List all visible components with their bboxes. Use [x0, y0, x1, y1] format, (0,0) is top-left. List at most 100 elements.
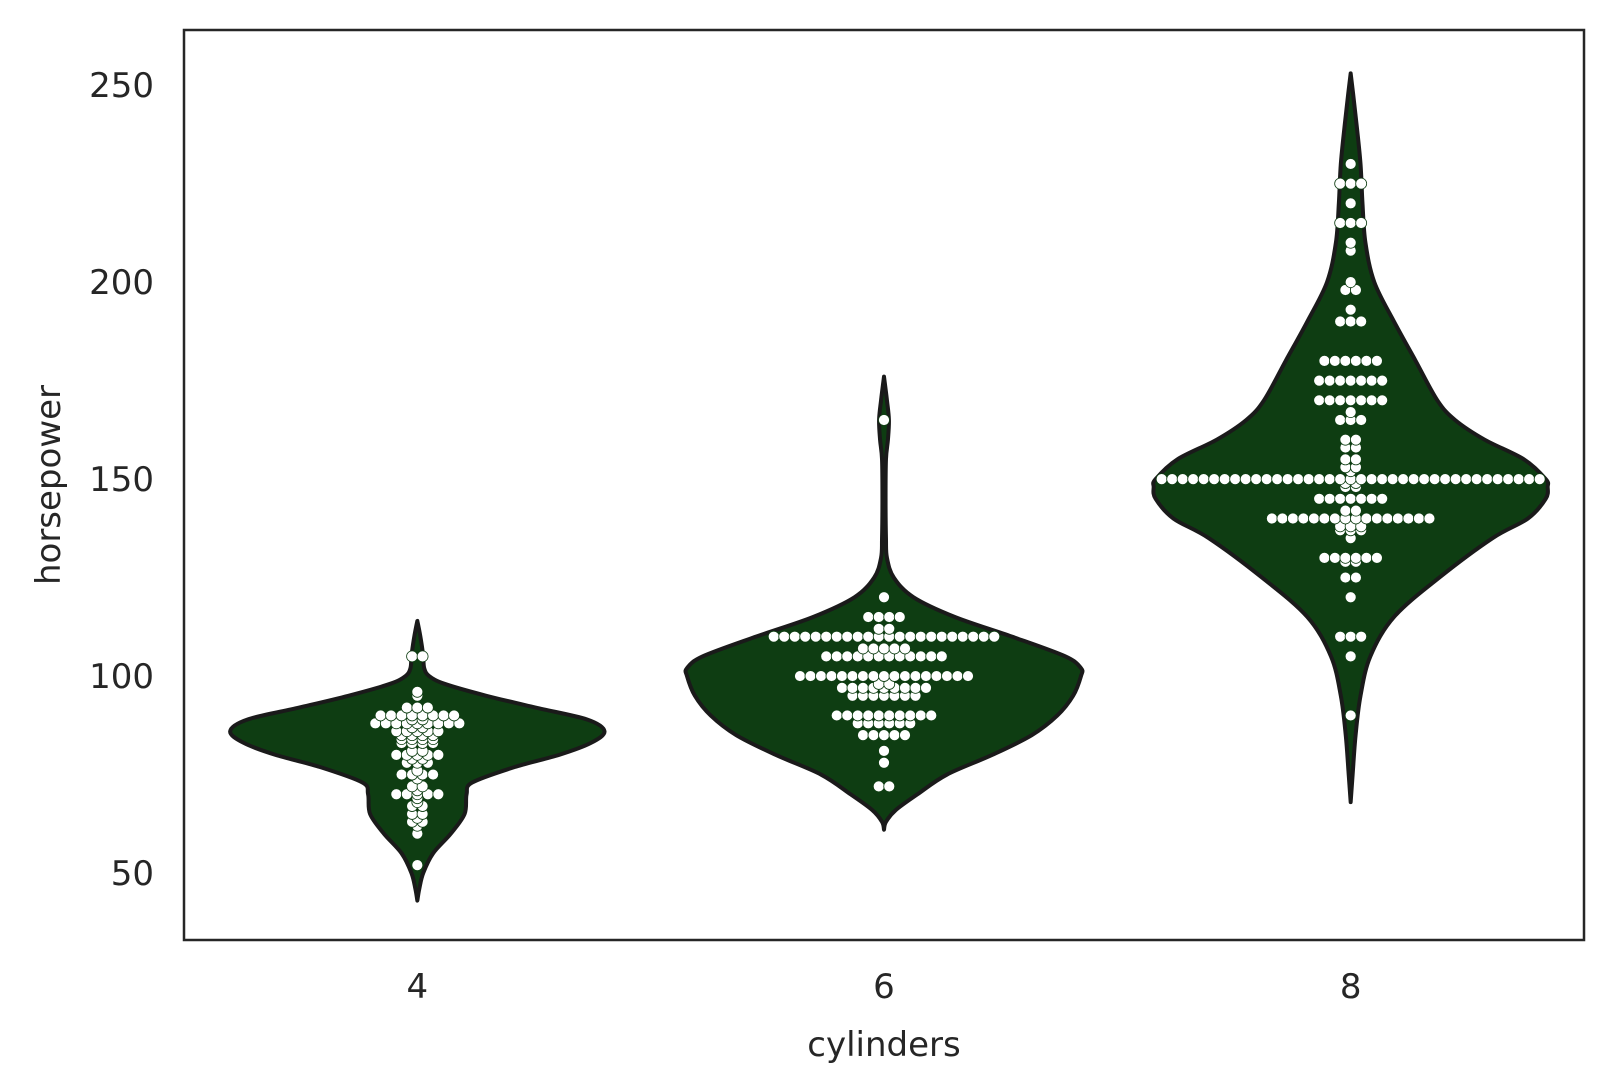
- swarm-point: [1323, 492, 1336, 505]
- swarm-point: [1360, 551, 1373, 564]
- swarm-point: [878, 670, 890, 682]
- swarm-point: [1355, 473, 1368, 485]
- swarm-point: [893, 611, 906, 623]
- swarm-point: [925, 630, 938, 643]
- swarm-point: [841, 650, 854, 663]
- swarm-point: [1334, 177, 1347, 190]
- swarm-point: [1339, 453, 1352, 466]
- swarm-point: [888, 670, 901, 682]
- swarm-point: [1271, 473, 1284, 485]
- swarm-point: [914, 709, 927, 722]
- swarm-point: [893, 709, 906, 722]
- swarm-point: [830, 709, 843, 722]
- swarm-point: [1187, 473, 1200, 485]
- swarm-point: [1344, 406, 1357, 419]
- swarm-point: [872, 611, 885, 623]
- swarm-point: [432, 748, 445, 761]
- swarm-point: [1512, 473, 1525, 485]
- swarm-point: [809, 630, 822, 643]
- swarm-point: [883, 780, 896, 793]
- swarm-point: [1470, 473, 1483, 485]
- swarm-point: [432, 788, 445, 801]
- swarm-point: [1208, 473, 1221, 485]
- swarm-point: [1344, 591, 1357, 604]
- swarm-point: [1334, 473, 1347, 485]
- swarm-point: [411, 685, 424, 698]
- x-axis-label: cylinders: [807, 1025, 960, 1065]
- swarm-point: [1318, 551, 1331, 564]
- swarm-point: [1449, 473, 1462, 485]
- swarm-point: [904, 630, 917, 643]
- swarm-point: [1371, 551, 1383, 564]
- swarm-point: [1344, 315, 1357, 328]
- swarm-point: [1407, 473, 1420, 485]
- swarm-point: [935, 650, 948, 663]
- swarm-point: [956, 630, 969, 643]
- swarm-point: [925, 709, 938, 722]
- violin-6: [683, 374, 1085, 832]
- swarm-point: [909, 681, 922, 694]
- swarm-point: [385, 709, 397, 722]
- swarm-point: [1413, 512, 1425, 525]
- swarm-point: [1355, 177, 1368, 190]
- swarm-point: [1350, 433, 1362, 446]
- swarm-point: [851, 709, 864, 722]
- swarm-point: [1313, 473, 1326, 485]
- swarm-point: [1344, 709, 1357, 722]
- swarm-point: [1281, 473, 1294, 485]
- swarm-point: [857, 729, 869, 742]
- swarm-point: [1350, 571, 1362, 584]
- swarm-point: [390, 748, 403, 761]
- swarm-point: [1339, 551, 1352, 564]
- swarm-point: [1428, 473, 1441, 485]
- swarm-point: [878, 756, 890, 769]
- swarm-point: [1523, 473, 1536, 485]
- swarm-point: [867, 670, 880, 682]
- swarm-point: [1355, 217, 1368, 229]
- swarm-point: [1392, 512, 1404, 525]
- swarm-point: [1339, 433, 1352, 446]
- swarm-point: [1371, 512, 1383, 525]
- swarm-point: [794, 670, 806, 682]
- swarm-point: [1334, 217, 1347, 229]
- swarm-point: [1365, 473, 1378, 485]
- swarm-point: [1355, 492, 1368, 505]
- swarm-point: [878, 729, 890, 742]
- swarm-point: [1481, 473, 1494, 485]
- swarm-point: [946, 630, 959, 643]
- swarm-point: [1423, 512, 1436, 525]
- swarm-point: [820, 650, 833, 663]
- swarm-point: [1334, 394, 1347, 407]
- swarm-point: [1376, 394, 1389, 407]
- swarm-point: [1460, 473, 1473, 485]
- swarm-point: [390, 788, 403, 801]
- swarm-point: [1329, 355, 1341, 367]
- swarm-point: [1402, 512, 1415, 525]
- swarm-point: [1334, 315, 1347, 328]
- swarm-point: [830, 650, 843, 663]
- swarm-point: [899, 681, 911, 694]
- swarm-points-layer: [369, 158, 1546, 872]
- swarm-point: [1350, 355, 1362, 367]
- swarm-point: [899, 670, 911, 682]
- swarm-point: [925, 650, 938, 663]
- swarm-point: [1344, 394, 1357, 407]
- swarm-point: [878, 414, 890, 426]
- swarm-point: [1533, 473, 1546, 485]
- swarm-point: [846, 681, 859, 694]
- swarm-point: [1323, 473, 1336, 485]
- swarm-point: [1313, 374, 1326, 387]
- swarm-point: [1344, 630, 1357, 643]
- swarm-point: [1344, 276, 1357, 289]
- swarm-point: [1491, 473, 1504, 485]
- swarm-point: [1266, 512, 1278, 525]
- swarm-point: [851, 630, 864, 643]
- y-tick-label: 250: [89, 66, 154, 106]
- swarm-point: [1329, 512, 1341, 525]
- swarm-point: [1355, 374, 1368, 387]
- swarm-point: [1155, 473, 1168, 485]
- swarm-point: [1376, 374, 1389, 387]
- swarm-point: [1344, 236, 1357, 249]
- swarm-point: [1397, 473, 1410, 485]
